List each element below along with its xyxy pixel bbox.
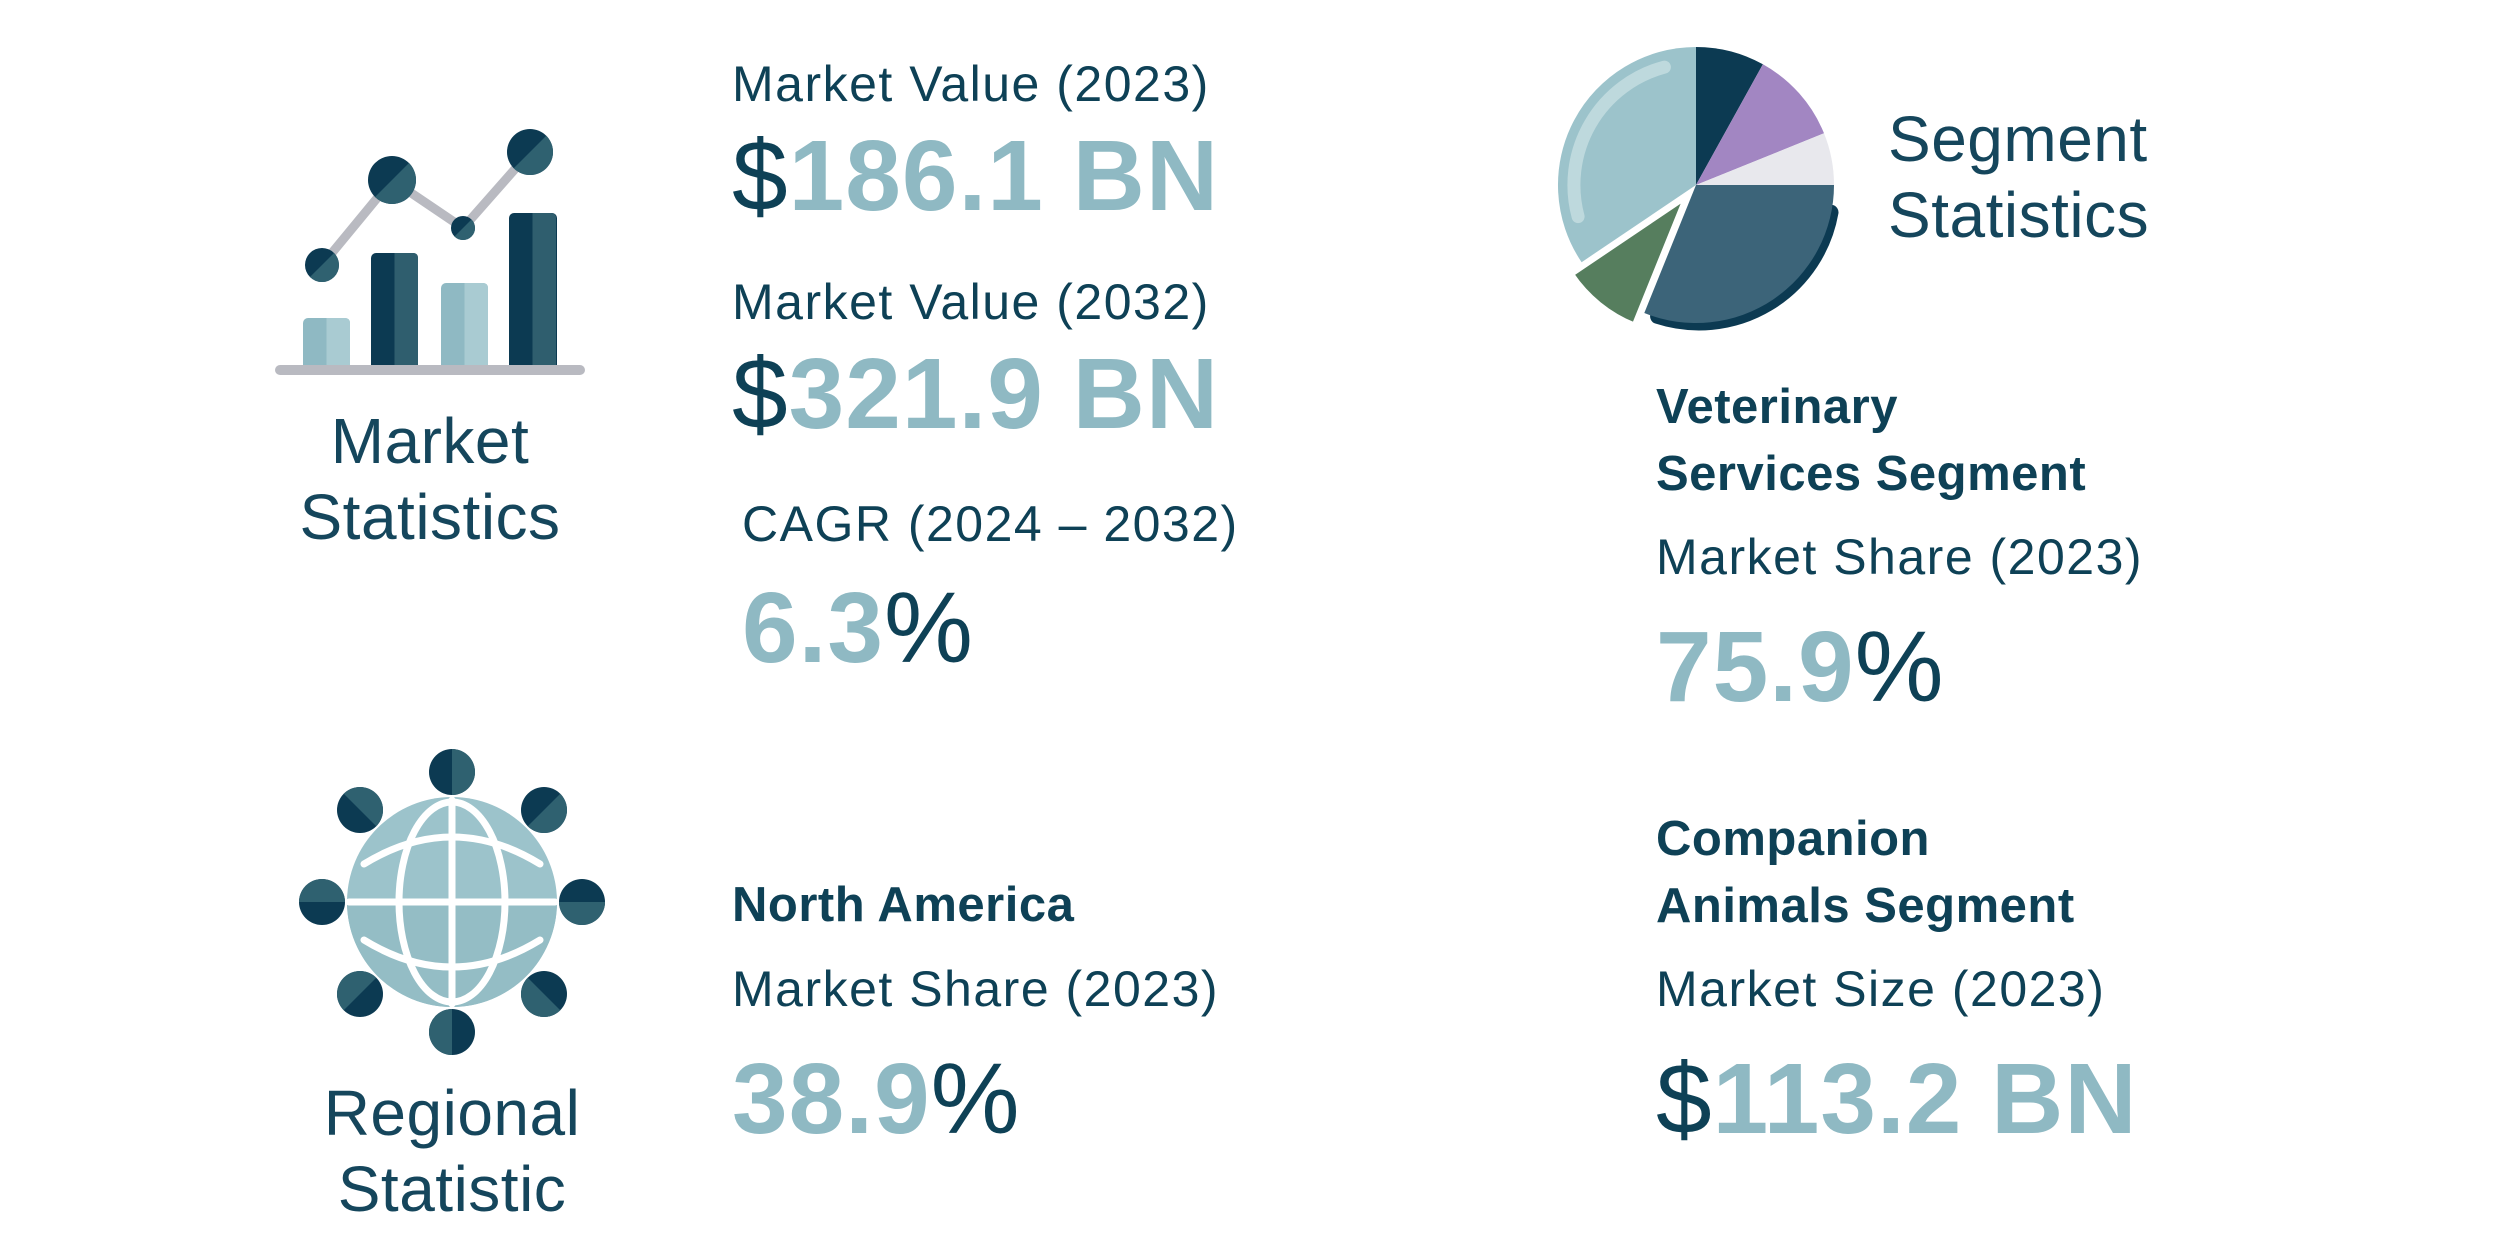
stat-value: 6.3% bbox=[742, 578, 1239, 678]
stat-value: 38.9% bbox=[732, 1049, 1219, 1149]
value-number: 186.1 BN bbox=[788, 120, 1220, 232]
stat-north-america: North America Market Share (2023) 38.9% bbox=[732, 872, 1219, 1149]
pie-slice-navy bbox=[1696, 47, 1763, 185]
segment-heading: Companion Animals Segment bbox=[1656, 806, 2138, 939]
stat-veterinary-services: Veterinary Services Segment Market Share… bbox=[1656, 374, 2143, 717]
regional-statistic-title: Regional Statistic bbox=[177, 1076, 727, 1227]
stat-market-value-2032: Market Value (2032) $321.9 BN bbox=[732, 272, 1219, 444]
value-suffix: % bbox=[930, 1042, 1021, 1155]
pie-highlight-arc bbox=[1567, 60, 1671, 224]
segment-heading: Veterinary Services Segment bbox=[1656, 374, 2143, 507]
stat-cagr: CAGR (2024 – 2032) 6.3% bbox=[742, 494, 1239, 678]
value-number: 113.2 BN bbox=[1712, 1043, 2138, 1156]
segment-heading-line1: Companion bbox=[1656, 812, 1930, 866]
segment-statistics-title-line2: Statistics bbox=[1888, 178, 2150, 251]
value-number: 6.3 bbox=[742, 572, 885, 684]
pie-slice-slate bbox=[1644, 185, 1834, 324]
stat-value: $321.9 BN bbox=[732, 344, 1219, 444]
bar-line-chart-icon bbox=[275, 129, 585, 375]
currency-prefix: $ bbox=[1656, 1043, 1713, 1156]
bar-chart-data-points bbox=[305, 129, 553, 282]
pie-slice-green-exploded bbox=[1569, 194, 1689, 328]
segment-heading-line2: Services Segment bbox=[1656, 446, 2087, 501]
pie-slice-white bbox=[1696, 133, 1834, 185]
stat-label: CAGR (2024 – 2032) bbox=[742, 496, 1239, 552]
market-statistics-title-line1: Market bbox=[330, 405, 530, 477]
stat-value: 75.9% bbox=[1656, 617, 2143, 717]
segment-heading-line1: Veterinary bbox=[1656, 380, 1898, 434]
market-statistics-title-line2: Statistics bbox=[299, 480, 561, 553]
value-suffix: % bbox=[884, 572, 974, 684]
stat-label: Market Share (2023) bbox=[732, 960, 1220, 1017]
stat-label: Market Value (2023) bbox=[732, 56, 1210, 112]
bar-chart-connector-line bbox=[317, 147, 535, 270]
market-statistics-title: Market Statistics bbox=[155, 404, 705, 555]
stat-companion-animals: Companion Animals Segment Market Size (2… bbox=[1656, 806, 2138, 1149]
value-suffix: % bbox=[1854, 611, 1945, 724]
currency-prefix: $ bbox=[732, 120, 789, 232]
stat-market-value-2023: Market Value (2023) $186.1 BN bbox=[732, 54, 1219, 226]
bar-chart-bars bbox=[303, 213, 557, 370]
bar-chart-baseline bbox=[275, 365, 585, 375]
stat-value: $186.1 BN bbox=[732, 126, 1219, 226]
pie-chart-icon bbox=[1557, 47, 1839, 331]
value-number: 321.9 BN bbox=[788, 338, 1220, 450]
stat-label: Market Value (2032) bbox=[732, 274, 1210, 330]
value-number: 38.9 bbox=[732, 1042, 931, 1155]
value-number: 75.9 bbox=[1656, 611, 1855, 724]
pie-slice-purple bbox=[1696, 64, 1824, 185]
globe-grid-lines bbox=[345, 796, 559, 1008]
globe-satellite-dots bbox=[299, 749, 605, 1055]
regional-statistic-title-line1: Regional bbox=[323, 1077, 581, 1149]
pie-slice-lightblue bbox=[1557, 47, 1696, 263]
pie-slices bbox=[1557, 47, 1834, 328]
regional-statistic-title-line2: Statistic bbox=[337, 1152, 567, 1225]
region-heading: North America bbox=[732, 878, 1075, 932]
stat-label: Market Size (2023) bbox=[1656, 961, 2106, 1018]
currency-prefix: $ bbox=[732, 338, 789, 450]
globe-network-icon bbox=[299, 749, 605, 1055]
segment-statistics-title: Segment Statistics bbox=[1888, 102, 2149, 253]
segment-statistics-title-line1: Segment bbox=[1888, 103, 2148, 175]
segment-heading-line2: Animals Segment bbox=[1656, 878, 2075, 933]
stat-label: Market Share (2023) bbox=[1656, 529, 2144, 586]
stat-value: $113.2 BN bbox=[1656, 1049, 2138, 1149]
